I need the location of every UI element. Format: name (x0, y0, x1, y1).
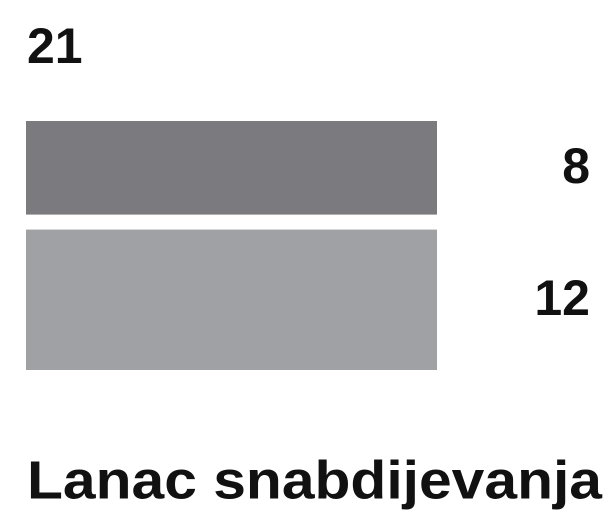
bar-segment (26, 121, 437, 215)
segment-label: 12 (534, 270, 590, 326)
bar-segment (26, 229, 437, 370)
total-value: 21 (27, 18, 83, 74)
category-label: Lanac snabdijevanja (27, 450, 603, 510)
segment-label: 8 (562, 138, 590, 194)
